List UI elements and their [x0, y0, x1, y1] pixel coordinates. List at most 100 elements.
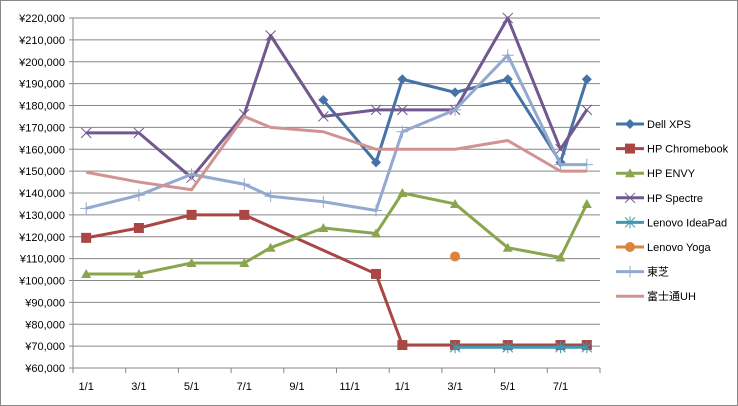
y-tick-label: ¥140,000 [18, 188, 65, 200]
square-marker [186, 209, 197, 220]
legend-label: HP Chromebook [647, 144, 729, 156]
star-marker [581, 341, 593, 354]
series-line [86, 16, 589, 180]
x-tick-label: 7/1 [237, 381, 252, 393]
x-marker [265, 30, 276, 41]
series-line [85, 213, 587, 347]
legend-label: Dell XPS [647, 119, 691, 131]
legend-label: 富士通UH [647, 289, 696, 303]
triangle-marker [450, 198, 461, 208]
legend-item: HP ENVY [616, 168, 696, 180]
y-tick-label: ¥160,000 [18, 144, 65, 156]
triangle-marker [397, 188, 408, 197]
triangle-marker [318, 223, 329, 232]
diamond-marker [318, 95, 329, 106]
y-tick-label: ¥210,000 [18, 35, 65, 47]
x-tick-label: 1/1 [79, 381, 94, 393]
square-marker [133, 223, 144, 233]
legend-item: HP Spectre [616, 192, 703, 205]
star-marker [555, 341, 566, 354]
square-marker [625, 143, 635, 154]
x-tick-label: 3/1 [447, 381, 462, 393]
legend-item: 東芝 [616, 265, 669, 279]
legend-item: Lenovo IdeaPad [616, 216, 727, 229]
y-tick-label: ¥110,000 [19, 254, 65, 266]
circle-marker [625, 242, 635, 252]
x-marker [317, 111, 329, 122]
star-marker [449, 341, 461, 354]
x-tick-label: 11/1 [339, 381, 360, 393]
triangle-marker [186, 258, 197, 267]
x-tick-label: 7/1 [553, 381, 568, 393]
y-tick-label: ¥190,000 [18, 79, 65, 91]
plus-marker [554, 158, 567, 171]
y-tick-label: ¥200,000 [18, 57, 65, 69]
legend-label: HP Spectre [647, 193, 703, 205]
x-marker [502, 12, 514, 24]
circle-marker [450, 251, 461, 262]
legend-label: 東芝 [647, 266, 669, 279]
triangle-marker [371, 228, 382, 238]
legend-item: 富士通UH [616, 289, 696, 303]
legend-label: HP ENVY [647, 168, 696, 180]
diamond-marker [371, 157, 382, 168]
x-marker [80, 127, 92, 139]
plus-marker [185, 168, 198, 181]
y-tick-label: ¥120,000 [18, 232, 65, 244]
diamond-marker [581, 74, 592, 85]
y-tick-label: ¥60,000 [24, 363, 65, 375]
square-marker [397, 340, 408, 351]
legend-item: Lenovo Yoga [616, 242, 712, 254]
triangle-marker [133, 268, 144, 278]
series-Lenovo IdeaPad [449, 341, 593, 354]
plus-marker [317, 195, 330, 208]
plus-marker [396, 125, 409, 138]
legend-item: Dell XPS [616, 119, 691, 131]
diamond-marker [450, 87, 461, 98]
triangle-marker [239, 258, 250, 267]
star-marker [624, 216, 636, 229]
square-marker [371, 268, 382, 279]
series-HP Spectre [80, 12, 593, 184]
series-HP Chromebook [81, 209, 592, 351]
diamond-marker [625, 119, 635, 129]
triangle-marker [265, 242, 276, 252]
square-marker [81, 232, 92, 243]
x-tick-label: 1/1 [395, 381, 410, 393]
x-marker [581, 104, 593, 116]
plus-marker [501, 49, 514, 62]
x-marker [624, 192, 636, 204]
y-tick-label: ¥70,000 [24, 341, 65, 353]
legend-label: Lenovo IdeaPad [647, 217, 727, 229]
plus-marker [580, 158, 593, 171]
x-tick-label: 3/1 [131, 381, 146, 393]
y-tick-label: ¥180,000 [18, 101, 65, 113]
x-marker [397, 104, 408, 116]
triangle-marker [625, 168, 635, 178]
legend-item: HP Chromebook [616, 143, 729, 156]
x-marker [133, 127, 145, 139]
x-tick-label: 5/1 [500, 381, 515, 393]
plus-marker [132, 189, 145, 202]
diamond-marker [397, 74, 408, 85]
y-tick-label: ¥150,000 [18, 166, 65, 178]
series-Dell XPS [318, 74, 592, 168]
triangle-marker [81, 268, 92, 278]
series-富士通UH [85, 114, 587, 192]
plus-marker [238, 178, 251, 191]
x-tick-label: 5/1 [184, 381, 199, 393]
triangle-marker [581, 198, 592, 208]
y-tick-label: ¥80,000 [24, 319, 65, 331]
x-marker [555, 143, 566, 155]
x-marker [370, 104, 382, 116]
series-HP ENVY [81, 188, 592, 278]
series-Lenovo Yoga [450, 251, 461, 262]
triangle-marker [555, 252, 566, 262]
diamond-marker [502, 74, 513, 85]
plus-marker [624, 265, 636, 278]
y-tick-label: ¥130,000 [18, 210, 65, 222]
series-line [85, 114, 587, 192]
series-line [86, 191, 589, 276]
series-line [85, 53, 587, 212]
